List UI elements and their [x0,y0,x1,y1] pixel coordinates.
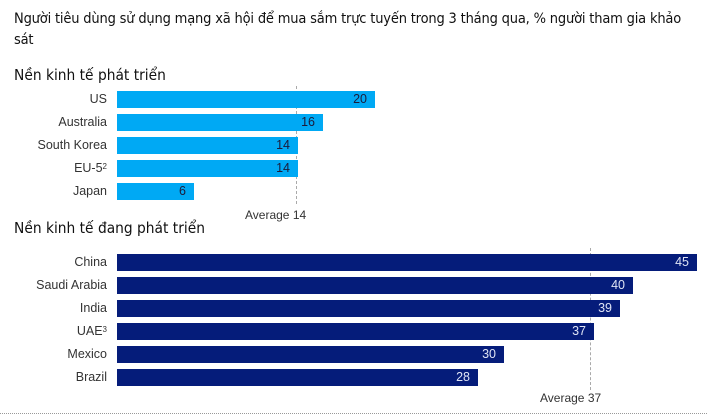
bar-value: 40 [611,278,625,292]
bar-value: 45 [675,255,689,269]
bar-row-australia: Australia 16 [0,114,707,131]
bar: 45 [117,254,697,271]
category-label: Japan [72,184,107,198]
bar-row-eu5: EU-52 14 [0,160,707,177]
emerging-average-label: Average 37 [540,391,602,405]
bar-value: 16 [301,115,315,129]
bar-row-mexico: Mexico 30 [0,346,707,363]
bar-row-brazil: Brazil 28 [0,369,707,386]
bar: 40 [117,277,633,294]
category-label: South Korea [37,138,108,152]
category-label: UAE3 [76,324,107,338]
developed-average-label: Average 14 [245,208,307,222]
category-label: China [74,255,107,269]
emerging-average-line [590,248,591,390]
category-label: Brazil [75,370,107,384]
bar: 14 [117,160,298,177]
bar: 20 [117,91,375,108]
category-label: US [89,92,107,106]
bar-value: 39 [598,301,612,315]
bar-row-saudi-arabia: Saudi Arabia 40 [0,277,707,294]
bar: 16 [117,114,323,131]
bar: 37 [117,323,594,340]
bar-row-uae: UAE3 37 [0,323,707,340]
bar-row-china: China 45 [0,254,707,271]
bar: 39 [117,300,620,317]
bottom-divider [0,413,707,414]
bar-value: 30 [482,347,496,361]
bar-value: 20 [353,92,367,106]
bar-value: 28 [456,370,470,384]
category-label: Australia [58,115,107,129]
emerging-heading: Nền kinh tế đang phát triển [14,219,205,237]
developed-heading: Nền kinh tế phát triển [14,66,166,84]
category-label: India [79,301,107,315]
bar-row-japan: Japan 6 [0,183,707,200]
bar-value: 37 [572,324,586,338]
category-label: Saudi Arabia [36,278,107,292]
bar-value: 14 [276,161,290,175]
category-label: Mexico [67,347,107,361]
bar-row-south-korea: South Korea 14 [0,137,707,154]
bar-value: 6 [179,184,186,198]
category-label: EU-52 [74,161,107,175]
bar-row-india: India 39 [0,300,707,317]
bar-value: 14 [276,138,290,152]
bar: 6 [117,183,194,200]
bar-row-us: US 20 [0,91,707,108]
bar: 28 [117,369,478,386]
bar: 30 [117,346,504,363]
bar: 14 [117,137,298,154]
chart-title: Người tiêu dùng sử dụng mạng xã hội để m… [14,11,682,48]
